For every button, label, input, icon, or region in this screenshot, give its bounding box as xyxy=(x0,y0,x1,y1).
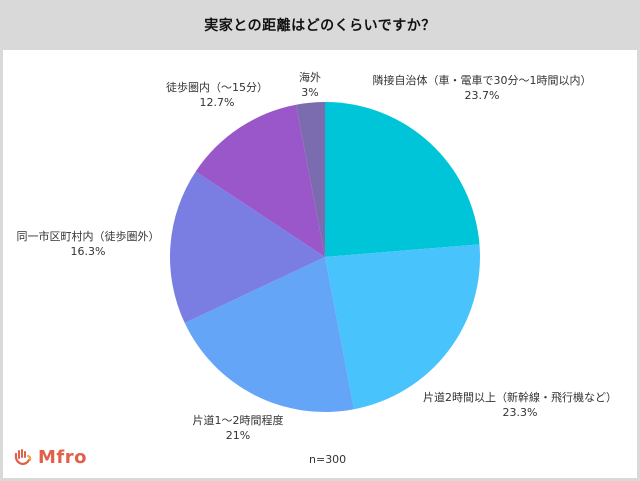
slice-1-to-2-hours xyxy=(184,257,355,412)
logo-text: Mfro xyxy=(38,447,87,468)
slice-walking-distance xyxy=(195,104,325,257)
slice-label-value: 3% xyxy=(301,86,319,99)
slice-label-1-to-2-hours: 片道1〜2時間程度 21% xyxy=(193,413,284,443)
slice-label-walking-distance: 徒歩圏内（〜15分） 12.7% xyxy=(166,80,268,110)
slice-label-overseas: 海外 3% xyxy=(299,70,321,100)
slice-label-name: 片道2時間以上（新幹線・飛行機など） xyxy=(423,391,617,404)
chart-title: 実家との距離はどのくらいですか？ xyxy=(204,18,436,34)
slice-over-2-hours xyxy=(325,244,480,410)
slice-label-same-municipality: 同一市区町村内（徒歩圏外） 16.3% xyxy=(17,229,160,259)
slice-label-over-2-hours: 片道2時間以上（新幹線・飛行機など） 23.3% xyxy=(423,390,617,420)
slice-label-name: 海外 xyxy=(299,71,321,84)
slice-overseas xyxy=(295,102,325,257)
brand-logo: Mfro xyxy=(12,447,87,468)
slice-label-value: 21% xyxy=(225,429,251,442)
slice-label-value: 16.3% xyxy=(70,245,106,258)
slice-same-municipality xyxy=(169,171,325,323)
slice-label-name: 片道1〜2時間程度 xyxy=(192,414,284,427)
hand-wave-icon xyxy=(14,448,32,465)
chart-header: 実家との距離はどのくらいですか？ xyxy=(0,0,640,50)
slice-label-neighboring: 隣接自治体（車・電車で30分〜1時間以内） 23.7% xyxy=(373,73,592,103)
slice-label-value: 23.7% xyxy=(464,89,500,102)
slice-label-value: 12.7% xyxy=(199,96,235,109)
slice-label-value: 23.3% xyxy=(502,406,538,419)
slice-label-name: 同一市区町村内（徒歩圏外） xyxy=(16,230,160,243)
slice-label-name: 隣接自治体（車・電車で30分〜1時間以内） xyxy=(372,74,592,87)
slice-neighboring-municipality xyxy=(325,102,480,257)
slice-label-name: 徒歩圏内（〜15分） xyxy=(166,81,268,94)
sample-size-label: n=300 xyxy=(309,453,347,466)
